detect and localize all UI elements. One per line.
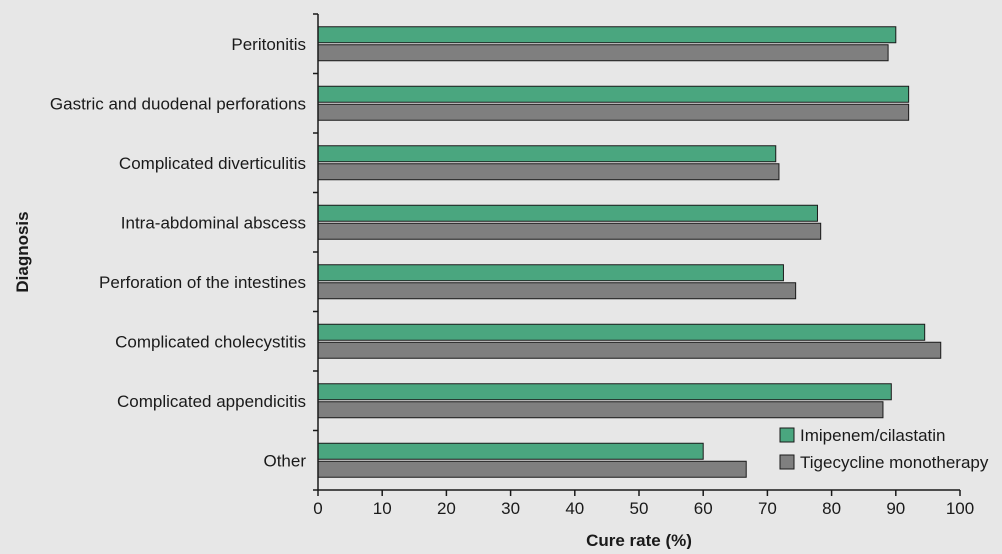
- bar-tigecycline: [317, 341, 942, 359]
- bar-tigecycline: [317, 282, 797, 300]
- category-label: Peritonitis: [231, 35, 306, 54]
- x-axis: 0 10 20 30 40 50 60 70 80 90 100 Cure rate (%): [313, 489, 974, 550]
- bar-tigecycline: [317, 163, 780, 181]
- bar-tigecycline: [317, 44, 889, 62]
- bar-imipenem: [317, 85, 910, 103]
- category-label: Perforation of the intestines: [99, 273, 306, 292]
- y-ticks-group: [313, 13, 318, 491]
- x-tick-label: 20: [437, 499, 456, 518]
- legend-swatch: [779, 427, 795, 443]
- legend-label: Tigecycline monotherapy: [800, 453, 989, 472]
- legend-swatch: [779, 454, 795, 470]
- bar-tigecycline: [317, 222, 822, 240]
- category-label: Intra-abdominal abscess: [121, 213, 306, 232]
- legend-label: Imipenem/cilastatin: [800, 426, 946, 445]
- bar-imipenem: [317, 383, 892, 401]
- x-tick-label: 60: [694, 499, 713, 518]
- category-label: Gastric and duodenal perforations: [50, 94, 306, 113]
- y-axis-title: Diagnosis: [13, 211, 32, 292]
- bar-imipenem: [317, 264, 784, 282]
- x-tick-label: 50: [630, 499, 649, 518]
- x-tick-label: 70: [758, 499, 777, 518]
- bar-imipenem: [317, 323, 926, 341]
- x-tick-label: 0: [313, 499, 322, 518]
- legend: Imipenem/cilastatin Tigecycline monothera…: [779, 426, 989, 472]
- category-label: Complicated cholecystitis: [115, 332, 306, 351]
- y-axis: Peritonitis Gastric and duodenal perforat…: [13, 13, 319, 491]
- x-tick-label: 90: [886, 499, 905, 518]
- x-tick-label: 80: [822, 499, 841, 518]
- x-ticks-group: 0 10 20 30 40 50 60 70 80 90 100: [313, 490, 974, 518]
- x-tick-label: 30: [501, 499, 520, 518]
- bar-tigecycline: [317, 103, 910, 121]
- category-labels: Peritonitis Gastric and duodenal perforat…: [50, 35, 306, 471]
- bar-tigecycline: [317, 460, 747, 478]
- category-label: Complicated diverticulitis: [119, 154, 306, 173]
- x-tick-label: 10: [373, 499, 392, 518]
- bar-imipenem: [317, 26, 897, 44]
- bar-imipenem: [317, 442, 704, 460]
- bar-imipenem: [317, 204, 818, 222]
- bars-group: [317, 26, 942, 478]
- category-label: Other: [263, 451, 306, 470]
- x-axis-title: Cure rate (%): [586, 531, 692, 549]
- bar-tigecycline: [317, 401, 884, 419]
- bar-imipenem: [317, 145, 777, 163]
- x-tick-label: 100: [946, 499, 974, 518]
- category-label: Complicated appendicitis: [117, 392, 306, 411]
- x-tick-label: 40: [565, 499, 584, 518]
